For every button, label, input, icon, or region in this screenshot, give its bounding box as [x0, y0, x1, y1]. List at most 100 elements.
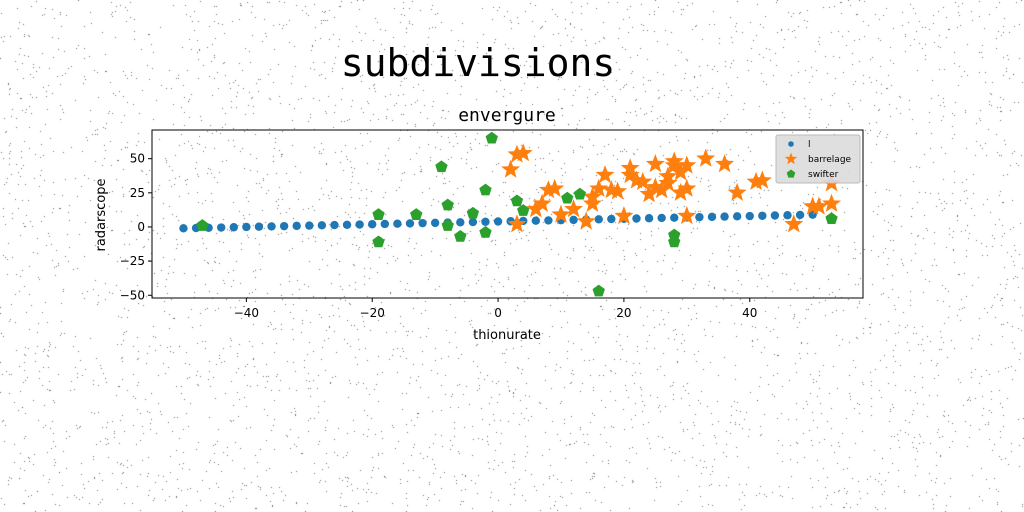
- data-point: [632, 214, 641, 223]
- data-point: [267, 222, 276, 231]
- legend-label: l: [808, 140, 811, 150]
- x-axis-label: thionurate: [473, 328, 541, 343]
- x-axis: −40 −20 0 20 40: [234, 298, 757, 320]
- y-axis: −50 −25 0 25 50: [120, 152, 152, 302]
- data-point: [569, 215, 578, 225]
- data-point: [551, 204, 571, 223]
- data-point: [544, 216, 553, 225]
- x-tick-label: 0: [494, 306, 502, 320]
- legend: l barrelage swifter: [775, 134, 861, 184]
- data-point: [715, 154, 735, 173]
- y-tick-label: −25: [120, 254, 145, 268]
- legend-marker: [788, 141, 794, 147]
- data-point: [727, 182, 747, 201]
- data-point: [479, 225, 492, 238]
- data-point: [418, 218, 427, 228]
- data-point: [501, 159, 521, 178]
- data-point: [645, 154, 665, 173]
- data-point: [305, 221, 314, 230]
- data-point: [645, 177, 665, 196]
- data-point: [677, 206, 697, 225]
- data-point: [607, 214, 616, 224]
- legend-marker: [786, 169, 796, 178]
- data-point: [368, 220, 377, 229]
- legend-marker: [784, 152, 798, 165]
- data-point: [707, 212, 717, 222]
- data-point: [456, 218, 465, 227]
- series-l: [179, 210, 817, 233]
- data-point: [594, 215, 603, 224]
- data-point: [633, 171, 653, 190]
- data-point: [410, 208, 423, 220]
- data-point: [696, 148, 716, 167]
- data-point: [825, 212, 838, 225]
- x-tick-label: −40: [234, 306, 259, 320]
- data-point: [664, 155, 684, 174]
- data-point: [658, 166, 678, 185]
- data-point: [809, 196, 829, 215]
- data-point: [430, 218, 440, 228]
- data-point: [405, 219, 415, 228]
- data-point: [658, 173, 678, 192]
- data-point: [644, 214, 654, 223]
- data-point: [608, 181, 628, 200]
- data-point: [677, 155, 697, 174]
- data-point: [531, 216, 541, 225]
- data-point: [770, 211, 780, 220]
- data-point: [784, 214, 804, 233]
- data-point: [342, 220, 352, 229]
- data-point: [254, 222, 264, 231]
- data-point: [745, 211, 754, 221]
- x-tick-label: 40: [742, 306, 757, 320]
- data-point: [279, 221, 289, 231]
- data-point: [372, 208, 385, 220]
- data-point: [217, 223, 226, 232]
- data-point: [196, 219, 209, 231]
- data-point: [720, 212, 729, 221]
- series-swifter: [196, 131, 838, 297]
- y-axis-label: radarscope: [94, 179, 109, 252]
- data-point: [677, 178, 697, 197]
- data-point: [564, 199, 584, 218]
- y-tick-label: 25: [130, 186, 145, 200]
- data-point: [639, 184, 659, 203]
- data-point: [695, 212, 704, 222]
- data-point: [561, 191, 574, 204]
- data-point: [576, 211, 596, 230]
- data-point: [671, 182, 691, 201]
- y-tick-label: 0: [137, 220, 145, 234]
- data-point: [380, 219, 390, 229]
- legend-label: swifter: [808, 170, 839, 180]
- data-point: [783, 211, 792, 220]
- chart-title: envergure: [458, 105, 556, 126]
- data-point: [668, 235, 681, 248]
- legend-label: barrelage: [808, 155, 852, 165]
- data-point: [545, 178, 565, 197]
- data-point: [355, 220, 364, 229]
- data-point: [242, 222, 251, 232]
- data-point: [758, 211, 767, 220]
- data-point: [441, 198, 454, 211]
- series-barrelage: [501, 143, 842, 233]
- data-point: [507, 144, 527, 163]
- y-tick-label: −50: [120, 288, 145, 302]
- data-point: [479, 183, 492, 196]
- data-point: [822, 193, 842, 212]
- data-point: [292, 221, 301, 231]
- data-point: [330, 220, 339, 230]
- data-point: [229, 223, 238, 232]
- data-point: [595, 165, 615, 184]
- data-point: [517, 204, 530, 216]
- plot-frame: [151, 129, 864, 299]
- data-point: [468, 217, 478, 227]
- figure-title: subdivisions: [341, 41, 616, 85]
- data-point: [652, 180, 672, 199]
- data-point: [317, 221, 327, 230]
- data-point: [493, 217, 503, 226]
- data-point: [795, 210, 805, 220]
- data-point: [454, 230, 467, 242]
- data-point: [589, 178, 609, 197]
- data-point: [582, 193, 602, 212]
